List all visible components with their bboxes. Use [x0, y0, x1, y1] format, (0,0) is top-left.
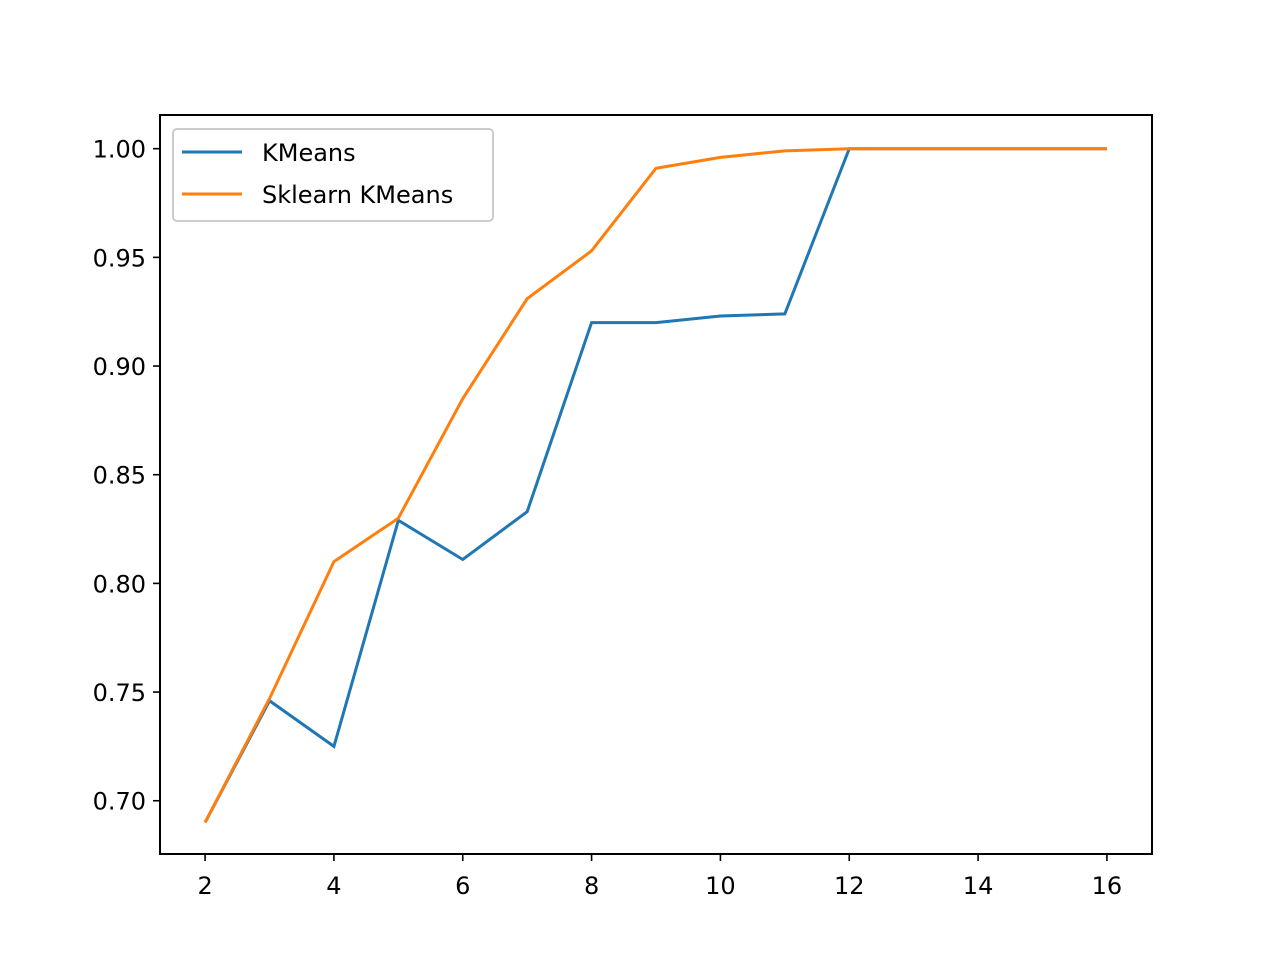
x-tick-label: 4: [326, 872, 341, 900]
y-tick-label: 0.85: [93, 462, 146, 490]
axes-layer: 2 4 6 8 10 12 14 16 0.70 0.75 0.80 0.85 0.90 0.95 1.00: [93, 114, 1153, 900]
x-tick-label: 16: [1092, 872, 1123, 900]
axes-frame: [159, 114, 1153, 855]
legend-box: [172, 128, 494, 222]
x-tick-label: 12: [834, 872, 865, 900]
x-tick-label: 8: [584, 872, 599, 900]
y-tick-label: 0.75: [93, 679, 146, 707]
y-tick-label: 1.00: [93, 136, 146, 164]
legend: KMeans Sklearn KMeans: [172, 128, 494, 222]
x-tick-label: 6: [455, 872, 470, 900]
series-line-1: [203, 147, 1107, 824]
x-tick-label: 10: [705, 872, 736, 900]
x-tick-label: 2: [197, 872, 212, 900]
legend-label-0: KMeans: [262, 139, 356, 167]
series-layer: [203, 147, 1107, 824]
y-tick-label: 0.95: [93, 244, 146, 272]
y-tick-label: 0.70: [93, 788, 146, 816]
legend-label-1: Sklearn KMeans: [262, 181, 453, 209]
x-tick-label: 14: [963, 872, 994, 900]
y-tick-label: 0.80: [93, 570, 146, 598]
y-tick-label: 0.90: [93, 353, 146, 381]
